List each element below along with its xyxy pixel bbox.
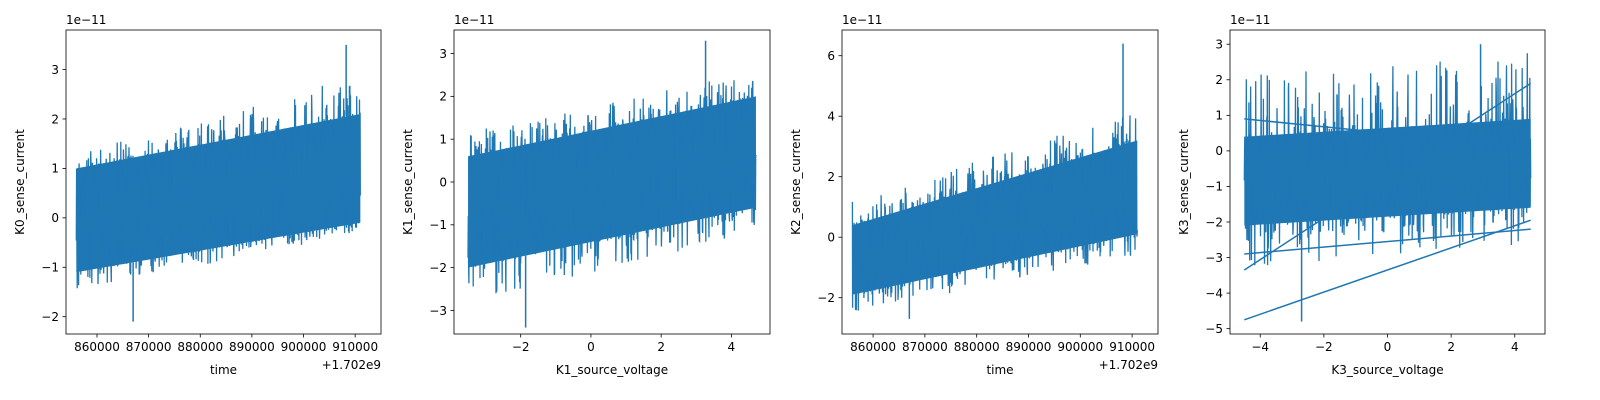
x-tick-label: 890000 bbox=[1006, 340, 1052, 354]
y-tick-label: −3 bbox=[1205, 251, 1223, 265]
x-tick-label: 0 bbox=[1384, 340, 1392, 354]
x-tick-label: 910000 bbox=[1109, 340, 1155, 354]
y-tick-label: 0 bbox=[439, 175, 447, 189]
x-tick-label: 4 bbox=[728, 340, 736, 354]
y-exponent-label: 1e−11 bbox=[454, 13, 494, 27]
chart-panel-0: 860000 870000 880000 890000 900000 910000 −2 −1… bbox=[13, 13, 382, 377]
data-line bbox=[467, 80, 757, 294]
y-exponent-label: 1e−11 bbox=[66, 13, 106, 27]
y-tick-label: −5 bbox=[1205, 322, 1223, 336]
x-tick-label: −4 bbox=[1251, 340, 1269, 354]
chart-panel-3: −4 −2 0 2 4 −5 −4 −3 −2 −1 0 1 2 3 1e−11 K3_source_volt… bbox=[1177, 13, 1546, 377]
x-axis-label: K1_source_voltage bbox=[556, 363, 668, 377]
x-tick-label: 880000 bbox=[177, 340, 223, 354]
x-tick-label: 2 bbox=[657, 340, 665, 354]
y-tick-label: −2 bbox=[429, 261, 447, 275]
y-tick-label: 2 bbox=[51, 112, 59, 126]
x-tick-label: 870000 bbox=[902, 340, 948, 354]
y-axis-label: K3_sense_current bbox=[1177, 129, 1191, 235]
y-tick-label: 0 bbox=[51, 211, 59, 225]
x-offset-label: +1.702e9 bbox=[322, 358, 381, 372]
data-line bbox=[1243, 53, 1532, 266]
y-tick-label: 3 bbox=[51, 63, 59, 77]
y-tick-label: −1 bbox=[429, 218, 447, 232]
axes-frame bbox=[65, 29, 382, 335]
sweep-line-0 bbox=[1244, 219, 1531, 321]
y-tick-label: 4 bbox=[827, 110, 835, 124]
x-tick-label: −2 bbox=[512, 340, 530, 354]
x-axis-label: K3_source_voltage bbox=[1331, 363, 1443, 377]
y-tick-label: 2 bbox=[439, 90, 447, 104]
y-axis-label: K2_sense_current bbox=[789, 129, 803, 235]
y-axis-label: K1_sense_current bbox=[401, 129, 415, 235]
axes-frame bbox=[841, 29, 1159, 335]
x-tick-label: 870000 bbox=[126, 340, 172, 354]
x-tick-label: −2 bbox=[1315, 340, 1333, 354]
y-tick-label: 2 bbox=[827, 170, 835, 184]
y-axis-label: K0_sense_current bbox=[13, 129, 27, 235]
series-0 bbox=[851, 43, 1138, 319]
y-tick-label: −1 bbox=[1205, 180, 1223, 194]
x-offset-label: +1.702e9 bbox=[1099, 358, 1158, 372]
data-line bbox=[851, 115, 1138, 311]
x-axis-label: time bbox=[986, 363, 1013, 377]
y-tick-label: 0 bbox=[1215, 144, 1223, 158]
y-tick-label: 1 bbox=[1215, 109, 1223, 123]
series-0 bbox=[75, 44, 361, 322]
sweep-line-1 bbox=[1243, 82, 1532, 271]
x-tick-label: 2 bbox=[1447, 340, 1455, 354]
x-axis-label: time bbox=[210, 363, 237, 377]
y-tick-label: 1 bbox=[51, 162, 59, 176]
x-tick-label: 0 bbox=[587, 340, 595, 354]
chart-panel-1: −2 0 2 4 −3 −2 −1 0 1 2 3 1e−11 K1_source_voltage K1_… bbox=[401, 13, 771, 377]
data-line bbox=[75, 85, 361, 289]
x-tick-label: 900000 bbox=[281, 340, 327, 354]
x-tick-label: 860000 bbox=[74, 340, 120, 354]
x-tick-label: 890000 bbox=[229, 340, 275, 354]
y-tick-label: 3 bbox=[1215, 38, 1223, 52]
x-tick-label: 4 bbox=[1511, 340, 1519, 354]
y-tick-label: 3 bbox=[439, 47, 447, 61]
series-0 bbox=[1243, 44, 1532, 322]
y-tick-label: −2 bbox=[41, 310, 59, 324]
y-tick-label: −1 bbox=[41, 261, 59, 275]
y-tick-label: −3 bbox=[429, 304, 447, 318]
sweep-line-3 bbox=[1244, 118, 1531, 149]
y-tick-label: −4 bbox=[1205, 286, 1223, 300]
x-tick-label: 910000 bbox=[332, 340, 378, 354]
x-tick-label: 900000 bbox=[1057, 340, 1103, 354]
series-0 bbox=[467, 40, 757, 328]
y-tick-label: −2 bbox=[1205, 215, 1223, 229]
y-tick-label: 2 bbox=[1215, 73, 1223, 87]
y-tick-label: 1 bbox=[439, 132, 447, 146]
x-tick-label: 880000 bbox=[954, 340, 1000, 354]
y-tick-label: 6 bbox=[827, 49, 835, 63]
y-tick-label: −2 bbox=[817, 291, 835, 305]
chart-panel-2: 860000 870000 880000 890000 900000 910000 −2 0 2… bbox=[789, 13, 1159, 377]
x-tick-label: 860000 bbox=[850, 340, 896, 354]
y-exponent-label: 1e−11 bbox=[1230, 13, 1270, 27]
sweep-line-2 bbox=[1244, 228, 1531, 255]
y-exponent-label: 1e−11 bbox=[842, 13, 882, 27]
y-tick-label: 0 bbox=[827, 231, 835, 245]
